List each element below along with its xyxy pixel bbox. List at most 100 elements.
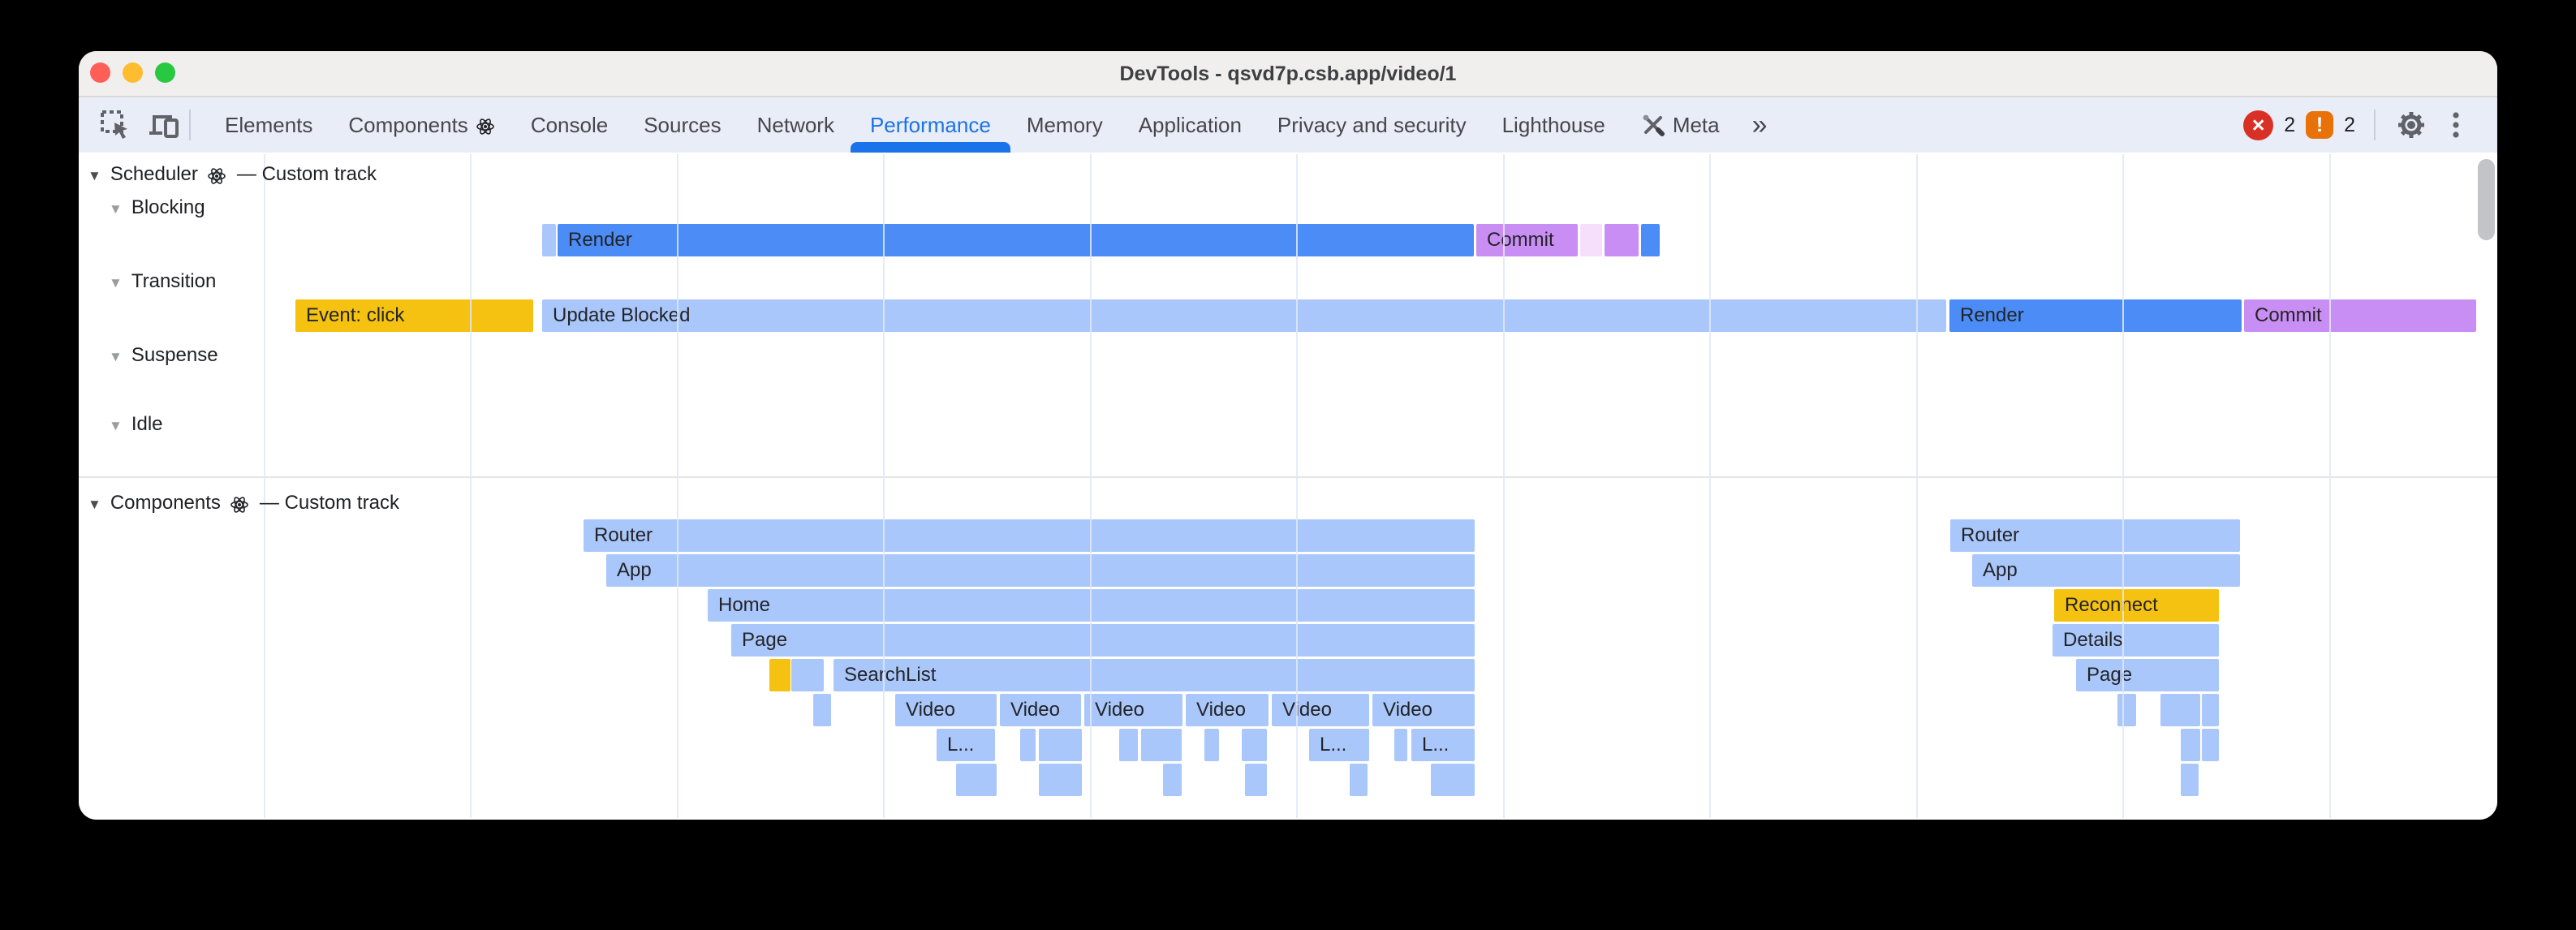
track-suffix: — Custom track bbox=[259, 492, 399, 514]
flame-bar-video[interactable]: Video bbox=[1186, 694, 1269, 726]
track-header-components[interactable]: ▼ Components — Custom track bbox=[88, 490, 399, 516]
flame-bar-video[interactable]: Video bbox=[1000, 694, 1081, 726]
tab-sources[interactable]: Sources bbox=[644, 97, 721, 153]
toolbar-divider bbox=[189, 110, 191, 140]
tab-performance[interactable]: Performance bbox=[850, 97, 1010, 153]
tab-elements[interactable]: Elements bbox=[225, 97, 312, 153]
flame-bar[interactable] bbox=[1039, 764, 1082, 796]
flame-bar-page[interactable]: Page bbox=[2076, 659, 2219, 691]
flame-bar-video[interactable]: Video bbox=[895, 694, 997, 726]
flame-bar[interactable] bbox=[1020, 729, 1036, 761]
collapse-triangle-icon[interactable]: ▼ bbox=[109, 200, 123, 217]
flame-bar-update-blocked[interactable]: Update Blocked bbox=[542, 299, 1946, 332]
flame-bar-l[interactable]: L... bbox=[937, 729, 995, 761]
tab-label: Application bbox=[1138, 112, 1242, 137]
flame-bar[interactable] bbox=[2160, 694, 2200, 726]
flame-bar-router[interactable]: Router bbox=[1950, 519, 2240, 552]
collapse-triangle-icon[interactable]: ▼ bbox=[88, 496, 101, 512]
tab-meta[interactable]: Meta bbox=[1641, 97, 1720, 153]
flame-bar[interactable] bbox=[1245, 764, 1267, 796]
flame-bar-router[interactable]: Router bbox=[584, 519, 1475, 552]
flame-bar[interactable] bbox=[1605, 224, 1639, 256]
devtools-toolbar: Elements Components Console Sources Network P… bbox=[79, 97, 2497, 153]
flame-bar-l[interactable]: L... bbox=[1411, 729, 1475, 761]
error-badge-icon[interactable]: × bbox=[2243, 110, 2274, 140]
time-gridline bbox=[1709, 154, 1711, 818]
flame-bar-video[interactable]: Video bbox=[1372, 694, 1475, 726]
flame-bar[interactable] bbox=[956, 764, 997, 796]
tab-network[interactable]: Network bbox=[757, 97, 834, 153]
tab-label: Privacy and security bbox=[1277, 112, 1467, 137]
tab-lighthouse[interactable]: Lighthouse bbox=[1502, 97, 1605, 153]
minimize-window-button[interactable] bbox=[123, 62, 143, 83]
flame-bar[interactable] bbox=[2202, 729, 2219, 761]
flame-bar-render[interactable]: Render bbox=[558, 224, 1474, 256]
zoom-window-button[interactable] bbox=[155, 62, 175, 83]
flame-bar[interactable] bbox=[1641, 224, 1660, 256]
flame-bar[interactable] bbox=[1039, 729, 1082, 761]
flame-bar-video[interactable]: Video bbox=[1084, 694, 1182, 726]
collapse-triangle-icon[interactable]: ▼ bbox=[109, 417, 123, 433]
tab-label: Meta bbox=[1672, 112, 1720, 137]
track-group-transition[interactable]: ▼ Transition bbox=[109, 269, 216, 295]
flame-bar[interactable] bbox=[2181, 729, 2200, 761]
tab-application[interactable]: Application bbox=[1139, 97, 1242, 153]
vertical-scrollbar-thumb[interactable] bbox=[2478, 159, 2495, 240]
track-group-suspense[interactable]: ▼ Suspense bbox=[109, 342, 218, 368]
flame-bar-commit[interactable]: Commit bbox=[2244, 299, 2476, 332]
track-header-scheduler[interactable]: ▼ Scheduler — Custom track bbox=[88, 161, 377, 187]
flame-bar-commit[interactable]: Commit bbox=[1476, 224, 1578, 256]
flame-bar[interactable] bbox=[2117, 694, 2136, 726]
flame-bar-app[interactable]: App bbox=[1972, 554, 2240, 587]
device-toolbar-icon[interactable] bbox=[147, 108, 181, 142]
flame-bar-render[interactable]: Render bbox=[1949, 299, 2242, 332]
flame-bar-video[interactable]: Video bbox=[1272, 694, 1369, 726]
warning-count: 2 bbox=[2344, 113, 2355, 136]
flame-bar-searchlist[interactable]: SearchList bbox=[834, 659, 1475, 691]
kebab-menu-icon[interactable] bbox=[2439, 108, 2473, 142]
tab-memory[interactable]: Memory bbox=[1027, 97, 1103, 153]
flame-bar[interactable] bbox=[2181, 764, 2199, 796]
more-tabs-icon[interactable]: » bbox=[1751, 110, 1768, 140]
flame-bar-app[interactable]: App bbox=[606, 554, 1475, 587]
group-name: Transition bbox=[131, 270, 217, 292]
track-group-idle[interactable]: ▼ Idle bbox=[109, 411, 163, 437]
flame-bar[interactable] bbox=[1431, 764, 1475, 796]
collapse-triangle-icon[interactable]: ▼ bbox=[109, 348, 123, 364]
flame-bar-page[interactable]: Page bbox=[731, 624, 1475, 657]
flame-bar[interactable] bbox=[1119, 729, 1138, 761]
inspect-element-icon[interactable] bbox=[98, 108, 132, 142]
time-gridline bbox=[264, 154, 265, 818]
tab-label: Sources bbox=[644, 112, 722, 137]
tab-label: Memory bbox=[1026, 112, 1103, 137]
tab-components[interactable]: Components bbox=[348, 97, 494, 153]
warning-badge-icon[interactable]: ! bbox=[2306, 111, 2334, 139]
group-name: Suspense bbox=[131, 344, 218, 366]
flame-bar[interactable] bbox=[1242, 729, 1267, 761]
flame-bar[interactable] bbox=[791, 659, 824, 691]
collapse-triangle-icon[interactable]: ▼ bbox=[109, 274, 123, 291]
flame-bar[interactable] bbox=[813, 694, 831, 726]
tab-console[interactable]: Console bbox=[531, 97, 608, 153]
flame-bar-event-click[interactable]: Event: click bbox=[295, 299, 533, 332]
time-gridline bbox=[2122, 154, 2124, 818]
close-window-button[interactable] bbox=[90, 62, 110, 83]
flame-bar[interactable] bbox=[1163, 764, 1182, 796]
settings-gear-icon[interactable] bbox=[2394, 108, 2428, 142]
flame-bar[interactable] bbox=[1580, 224, 1602, 256]
flame-bar[interactable] bbox=[1141, 729, 1182, 761]
flame-bar[interactable] bbox=[1204, 729, 1219, 761]
flame-bar[interactable] bbox=[2202, 694, 2219, 726]
flame-bar[interactable] bbox=[542, 224, 556, 256]
flame-bar[interactable] bbox=[1350, 764, 1368, 796]
collapse-triangle-icon[interactable]: ▼ bbox=[88, 167, 101, 183]
tab-privacy-and-security[interactable]: Privacy and security bbox=[1277, 97, 1467, 153]
flame-bar-details[interactable]: Details bbox=[2053, 624, 2219, 657]
flame-bar-l[interactable]: L... bbox=[1309, 729, 1369, 761]
toolbar-right-cluster: × 2 ! 2 bbox=[2243, 108, 2497, 142]
flame-bar[interactable] bbox=[1394, 729, 1407, 761]
flame-bar-reconnect[interactable]: Reconnect bbox=[2054, 589, 2219, 622]
atom-icon bbox=[476, 118, 494, 135]
track-group-blocking[interactable]: ▼ Blocking bbox=[109, 195, 205, 221]
flame-bar[interactable] bbox=[769, 659, 790, 691]
